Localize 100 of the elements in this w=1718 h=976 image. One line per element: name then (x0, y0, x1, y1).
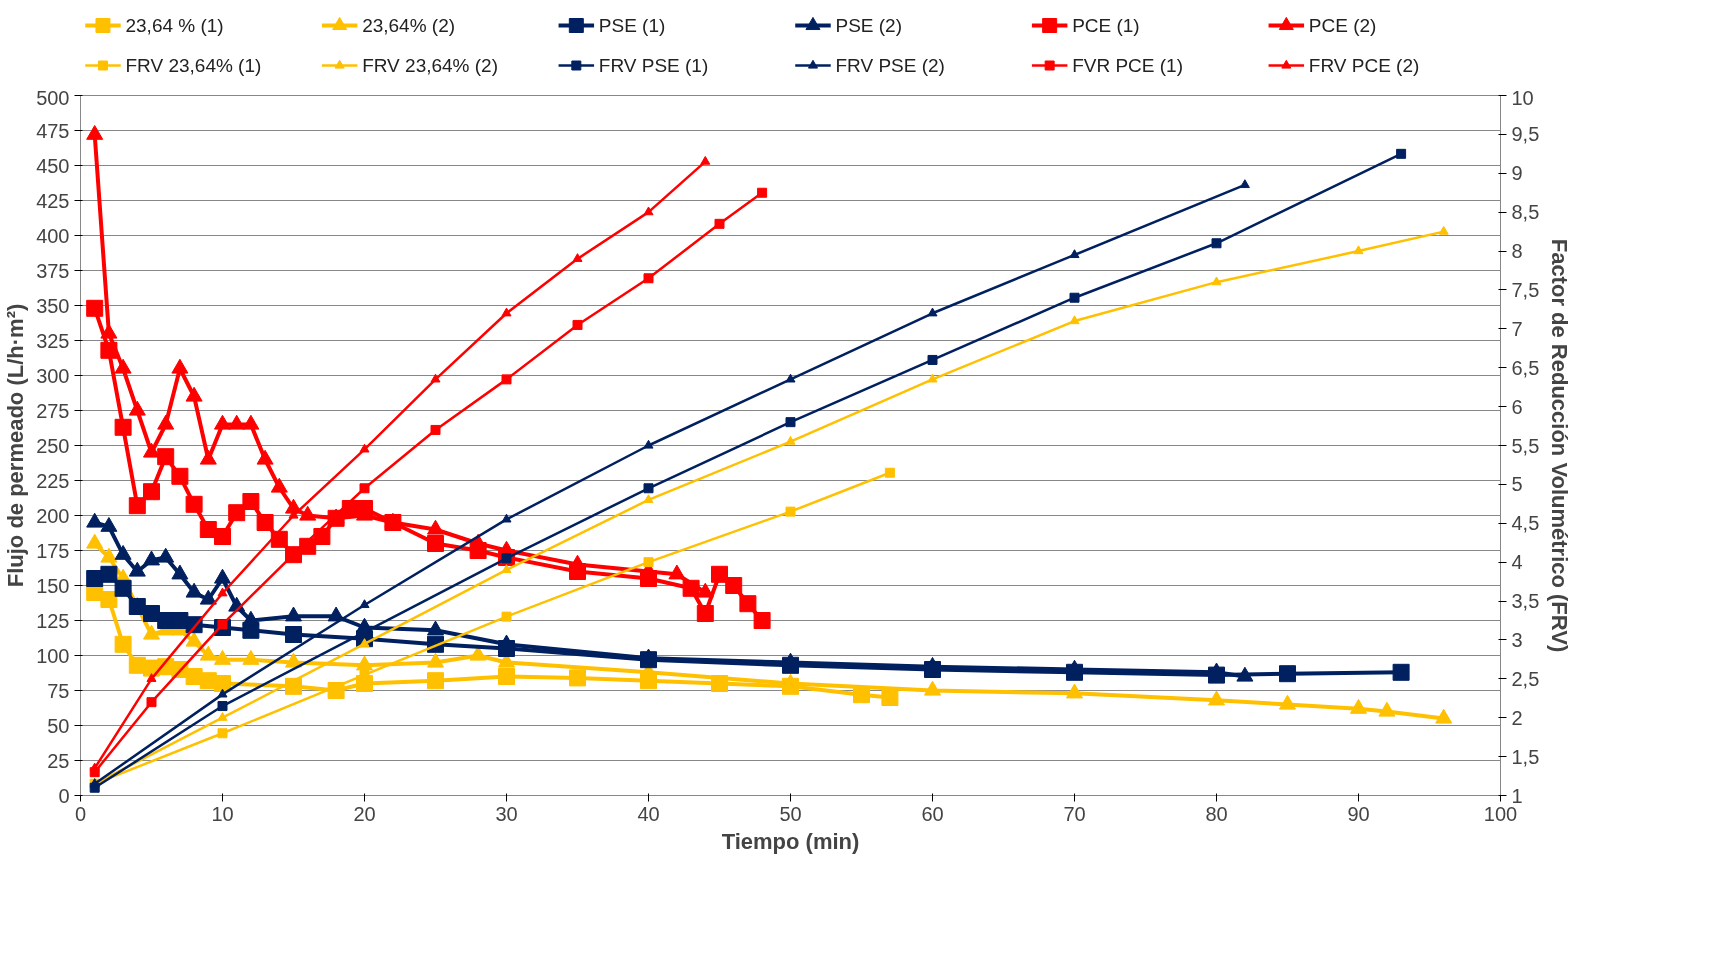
point (785, 417, 796, 428)
legend-label: PCE (1) (1072, 15, 1140, 36)
point (143, 624, 160, 640)
legend-label: FRV PCE (2) (1308, 55, 1420, 76)
point (1211, 276, 1222, 286)
point (114, 418, 132, 436)
point (242, 493, 260, 510)
point (199, 449, 217, 465)
x-tick-label: 90 (1347, 802, 1370, 825)
y2-tick-label: 2 (1511, 706, 1523, 729)
point (753, 612, 771, 629)
point (217, 688, 228, 698)
point (100, 591, 118, 608)
y-tick-label: 225 (36, 469, 70, 492)
point (1069, 315, 1080, 325)
y2-tick-label: 9 (1511, 162, 1523, 185)
point (114, 579, 132, 597)
point (217, 587, 228, 597)
x-tick-label: 20 (353, 802, 376, 825)
point (501, 513, 512, 523)
point (146, 697, 157, 708)
y-tick-label: 75 (47, 679, 70, 702)
point (359, 483, 370, 494)
legend-label: PSE (2) (835, 15, 902, 36)
point (171, 358, 189, 374)
point (214, 675, 231, 692)
point (146, 673, 157, 682)
y2-tick-label: 3 (1511, 628, 1523, 651)
y2-tick-label: 5 (1511, 473, 1523, 496)
x-tick-label: 10 (211, 802, 234, 825)
point (430, 424, 441, 435)
legend-label: 23,64% (2) (362, 15, 456, 36)
legend-label: FRV PSE (1) (598, 55, 709, 76)
point (157, 448, 175, 466)
y2-tick-label: 9,5 (1511, 123, 1540, 146)
point (643, 483, 654, 494)
point (185, 495, 203, 513)
point (228, 504, 246, 522)
point (700, 155, 711, 165)
point (242, 414, 260, 430)
y-tick-label: 50 (47, 714, 70, 737)
point (327, 606, 345, 622)
point (128, 497, 146, 515)
point (171, 467, 189, 485)
point (214, 649, 231, 665)
y-tick-label: 250 (36, 434, 70, 457)
point (785, 373, 796, 383)
y2-tick-label: 2,5 (1511, 667, 1540, 690)
point (469, 533, 487, 549)
y-tick-label: 150 (36, 574, 70, 597)
y2-tick-label: 6 (1511, 395, 1523, 418)
x-tick-label: 30 (495, 802, 518, 825)
point (285, 606, 302, 622)
point (228, 414, 246, 430)
point (217, 728, 228, 739)
y-tick-label: 425 (36, 189, 70, 212)
point (1239, 179, 1250, 189)
point (1396, 148, 1407, 159)
point (711, 565, 728, 583)
point (143, 483, 160, 501)
point (924, 680, 941, 696)
point (757, 187, 768, 198)
y2-axis-title: Factor de Reducción Volumétrico (FRV) (1547, 238, 1573, 653)
point (427, 620, 444, 636)
point (501, 374, 512, 385)
legend-label: PCE (2) (1308, 15, 1377, 36)
point (114, 635, 132, 653)
point (427, 672, 444, 690)
x-tick-label: 60 (921, 802, 944, 825)
point (1392, 663, 1410, 681)
x-tick-label: 50 (779, 802, 802, 825)
point (214, 568, 231, 584)
point (100, 323, 118, 339)
point (285, 626, 302, 643)
legend-label: FRV 23,64% (2) (362, 55, 499, 76)
point (881, 689, 899, 706)
point (100, 547, 118, 563)
point (1279, 665, 1296, 683)
point (739, 595, 757, 613)
point (86, 512, 104, 528)
point (217, 701, 228, 712)
point (128, 400, 146, 416)
y-tick-label: 275 (36, 399, 70, 422)
point (313, 528, 331, 545)
point (214, 528, 231, 545)
point (270, 477, 288, 493)
y-tick-label: 450 (36, 154, 70, 177)
point (643, 557, 654, 568)
x-tick-label: 80 (1205, 802, 1228, 825)
point (359, 443, 370, 453)
y2-tick-label: 6,5 (1511, 356, 1540, 379)
x-axis-title: Tiempo (min) (721, 828, 860, 854)
point (430, 373, 441, 383)
point (1353, 245, 1364, 255)
y-tick-label: 350 (36, 294, 70, 317)
point (498, 668, 515, 685)
point (668, 564, 686, 580)
legend-label: FRV 23,64% (1) (125, 55, 262, 76)
point (89, 762, 100, 772)
y-axis-title: Flujo de permeado (L/h·m²) (3, 303, 29, 588)
